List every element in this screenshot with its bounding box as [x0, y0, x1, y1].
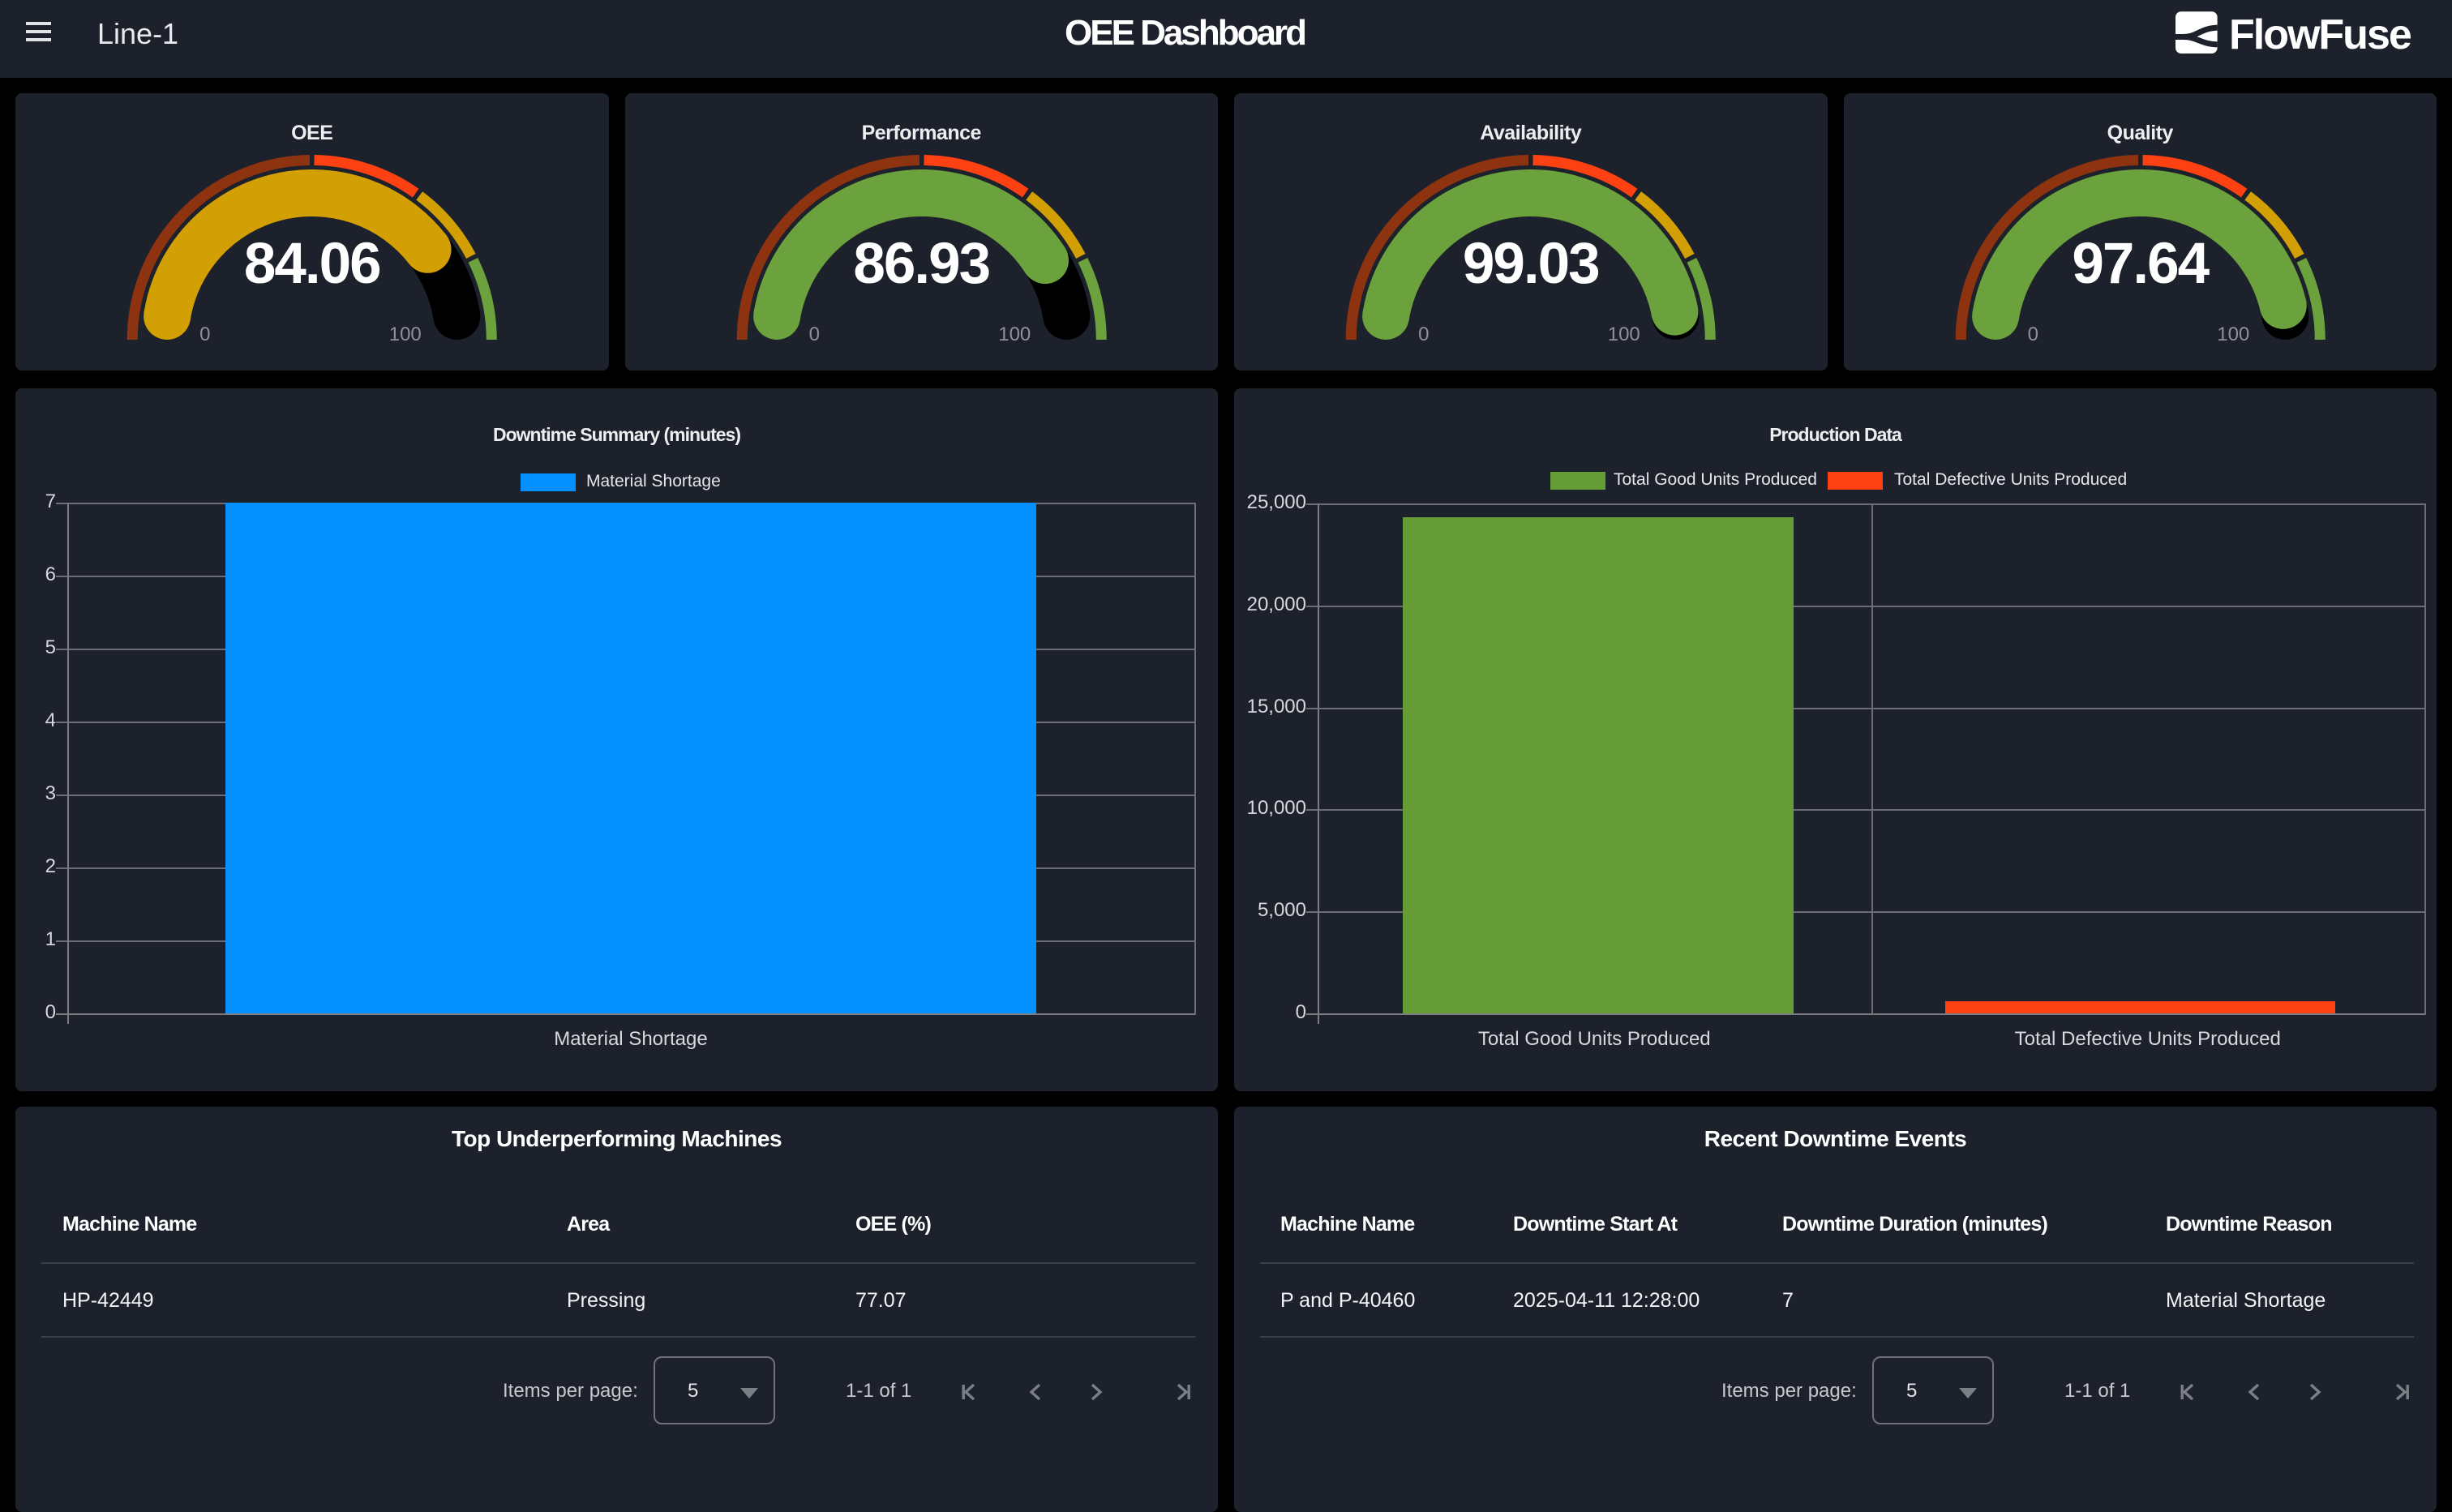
- svg-text:FlowFuse: FlowFuse: [2229, 11, 2411, 58]
